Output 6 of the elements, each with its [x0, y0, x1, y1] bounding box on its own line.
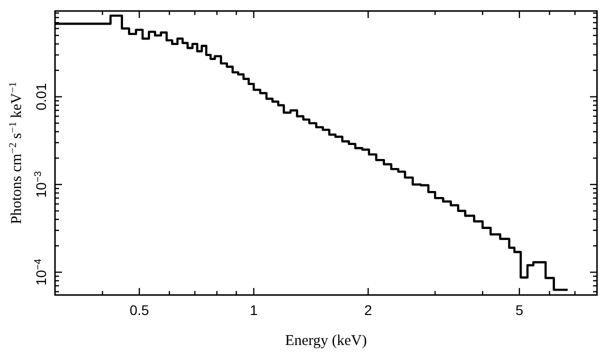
y-tick-label: 0.01 — [33, 82, 49, 110]
x-tick-label: 2 — [364, 302, 372, 318]
x-tick-label: 0.5 — [130, 302, 150, 318]
x-tick-label: 1 — [250, 302, 258, 318]
x-tick-label: 5 — [516, 302, 524, 318]
x-axis-title: Energy (keV) — [285, 333, 367, 349]
